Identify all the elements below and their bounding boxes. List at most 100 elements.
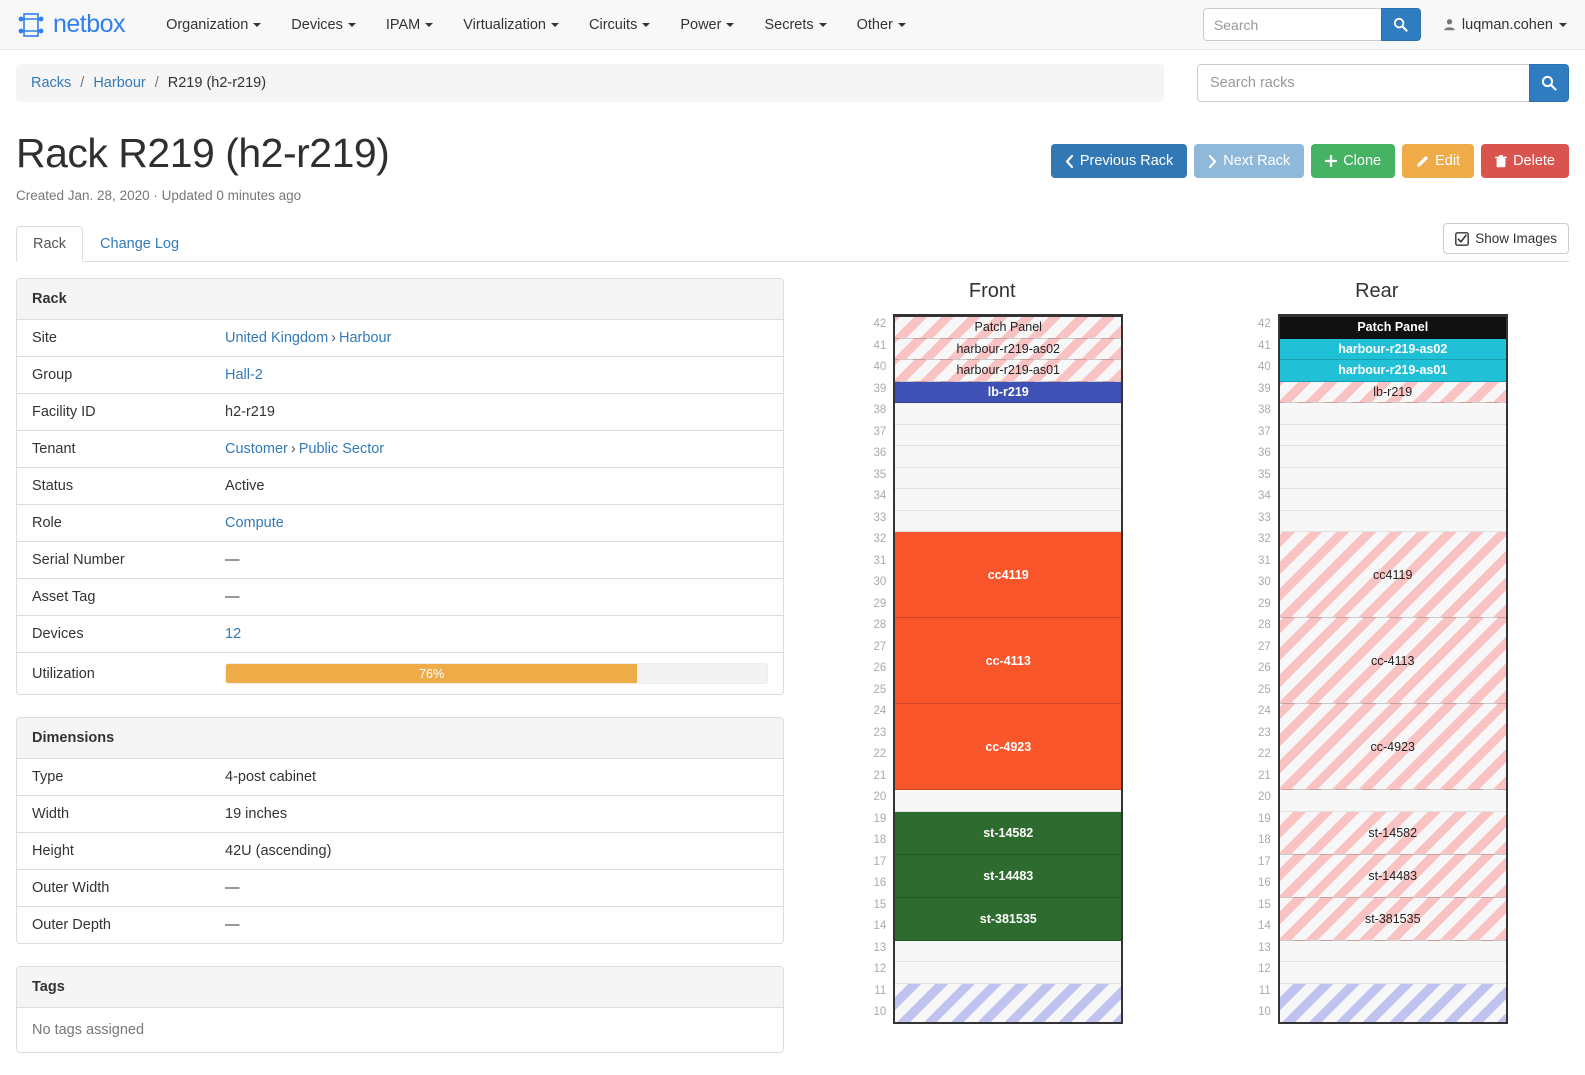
- netbox-logo[interactable]: netbox: [18, 10, 126, 40]
- table-row: Facility ID h2-r219: [17, 393, 783, 431]
- rack-device[interactable]: st-381535: [1279, 897, 1506, 941]
- tenant-link[interactable]: Public Sector: [298, 441, 385, 457]
- action-buttons: Previous Rack Next Rack Clone Edit: [1050, 144, 1569, 178]
- row-value: 76%: [210, 653, 783, 695]
- rack-unit-slot[interactable]: [895, 962, 1122, 984]
- rack-device[interactable]: st-14483: [895, 854, 1122, 898]
- front-rack-wrap: 42 41 40 39 38 37 36 35 34 33 32 31 30 29 28 27 26 25 24 23…: [861, 314, 1124, 1024]
- rack-device[interactable]: st-14582: [1279, 811, 1506, 855]
- row-label: Width: [17, 795, 210, 833]
- group-link[interactable]: Hall-2: [225, 367, 263, 383]
- chevron-right-icon: [1209, 154, 1217, 168]
- rack-unit-slot[interactable]: [1279, 424, 1506, 446]
- rack-unit-label: 32: [873, 533, 887, 545]
- user-name: luqman.cohen: [1461, 16, 1553, 33]
- edit-button[interactable]: Edit: [1402, 144, 1475, 178]
- next-rack-label: Next Rack: [1223, 153, 1291, 169]
- rack-device[interactable]: cc-4923: [1279, 704, 1506, 790]
- tab-change-log[interactable]: Change Log: [100, 236, 180, 252]
- pencil-icon: [1417, 155, 1429, 167]
- rack-unit-slot[interactable]: [895, 467, 1122, 489]
- rack-device-unnamed[interactable]: [895, 983, 1122, 1022]
- row-label: Status: [17, 467, 210, 505]
- tenant-group-link[interactable]: Customer: [225, 441, 288, 457]
- rack-unit-slot[interactable]: [895, 510, 1122, 532]
- global-search-input[interactable]: [1202, 8, 1381, 41]
- breadcrumb-row: Racks / Harbour / R219 (h2-r219): [0, 50, 1585, 102]
- user-menu[interactable]: luqman.cohen: [1443, 17, 1567, 33]
- search-icon: [1541, 75, 1557, 91]
- rack-unit-slot[interactable]: [1279, 510, 1506, 532]
- row-label: Outer Width: [17, 869, 210, 907]
- breadcrumb-link-racks[interactable]: Racks: [31, 75, 72, 91]
- rack-device[interactable]: harbour-r219-as02: [895, 338, 1122, 360]
- nav-item-label: Circuits: [589, 16, 638, 33]
- tab-rack[interactable]: Rack: [16, 226, 84, 262]
- rack-device[interactable]: harbour-r219-as02: [1279, 338, 1506, 360]
- nav-item-other[interactable]: Other: [842, 9, 921, 41]
- chevron-down-icon: [726, 22, 735, 27]
- rack-search-input[interactable]: [1197, 64, 1529, 102]
- global-search-button[interactable]: [1380, 8, 1421, 41]
- devices-count-link[interactable]: 12: [225, 626, 242, 642]
- rack-device[interactable]: lb-r219: [895, 381, 1122, 403]
- rack-search-button[interactable]: [1529, 64, 1569, 102]
- rack-unit-slot[interactable]: [895, 940, 1122, 962]
- rack-unit-slot[interactable]: [1279, 467, 1506, 489]
- rack-unit-label: 23: [1257, 726, 1271, 739]
- clone-button[interactable]: Clone: [1311, 144, 1396, 178]
- rack-device[interactable]: Patch Panel: [895, 317, 1122, 339]
- table-row: Role Compute: [17, 504, 783, 542]
- rack-unit-slot[interactable]: [1279, 489, 1506, 511]
- row-value: h2-r219: [210, 393, 783, 431]
- row-value: Compute: [210, 504, 783, 542]
- nav-item-power[interactable]: Power: [665, 9, 749, 41]
- rack-unit-slot[interactable]: [1279, 790, 1506, 812]
- rack-unit-label: 34: [1257, 490, 1271, 502]
- rack-unit-slot[interactable]: [895, 790, 1122, 812]
- rack-unit-label: 24: [873, 705, 887, 717]
- previous-rack-button[interactable]: Previous Rack: [1050, 144, 1188, 178]
- rack-device[interactable]: Patch Panel: [1279, 317, 1506, 339]
- tags-panel-heading: Tags: [17, 967, 783, 1008]
- rack-unit-slot[interactable]: [895, 424, 1122, 446]
- rack-device[interactable]: harbour-r219-as01: [895, 360, 1122, 382]
- rack-device[interactable]: cc-4113: [895, 618, 1122, 704]
- front-elevation: Front 42 41 40 39 38 37 36 35 34 33 32 31 30 29 28 27 26…: [861, 280, 1124, 1075]
- chevron-down-icon: [642, 22, 651, 27]
- rack-unit-slot[interactable]: [1279, 446, 1506, 468]
- rack-unit-label: 11: [874, 984, 887, 997]
- rack-unit-slot[interactable]: [1279, 962, 1506, 984]
- rack-unit-slot[interactable]: [1279, 940, 1506, 962]
- rack-device[interactable]: st-381535: [895, 897, 1122, 941]
- site-region-link[interactable]: United Kingdom: [225, 330, 329, 346]
- rack-unit-slot[interactable]: [1279, 403, 1506, 425]
- rack-unit-label: 39: [873, 382, 887, 395]
- nav-item-devices[interactable]: Devices: [276, 9, 371, 41]
- table-row: Height 42U (ascending): [17, 832, 783, 870]
- rack-device[interactable]: cc4119: [895, 532, 1122, 618]
- rack-device[interactable]: st-14483: [1279, 854, 1506, 898]
- next-rack-button[interactable]: Next Rack: [1194, 144, 1305, 178]
- show-images-button[interactable]: Show Images: [1443, 223, 1569, 254]
- delete-label: Delete: [1513, 153, 1555, 169]
- rack-device[interactable]: harbour-r219-as01: [1279, 360, 1506, 382]
- rack-unit-slot[interactable]: [895, 489, 1122, 511]
- nav-item-organization[interactable]: Organization: [151, 9, 276, 41]
- rack-unit-slot[interactable]: [895, 403, 1122, 425]
- delete-button[interactable]: Delete: [1481, 144, 1569, 178]
- breadcrumb-link-site[interactable]: Harbour: [93, 75, 146, 91]
- rack-device[interactable]: st-14582: [895, 811, 1122, 855]
- nav-item-ipam[interactable]: IPAM: [371, 9, 448, 41]
- nav-item-circuits[interactable]: Circuits: [574, 9, 665, 41]
- rack-unit-slot[interactable]: [895, 446, 1122, 468]
- rack-device[interactable]: cc-4113: [1279, 618, 1506, 704]
- nav-item-secrets[interactable]: Secrets: [749, 9, 841, 41]
- rack-device[interactable]: lb-r219: [1279, 381, 1506, 403]
- role-link[interactable]: Compute: [225, 515, 284, 531]
- site-link[interactable]: Harbour: [339, 330, 392, 346]
- rack-device[interactable]: cc4119: [1279, 532, 1506, 618]
- rack-device[interactable]: cc-4923: [895, 704, 1122, 790]
- rack-device-unnamed[interactable]: [1279, 983, 1506, 1022]
- nav-item-virtualization[interactable]: Virtualization: [448, 9, 574, 41]
